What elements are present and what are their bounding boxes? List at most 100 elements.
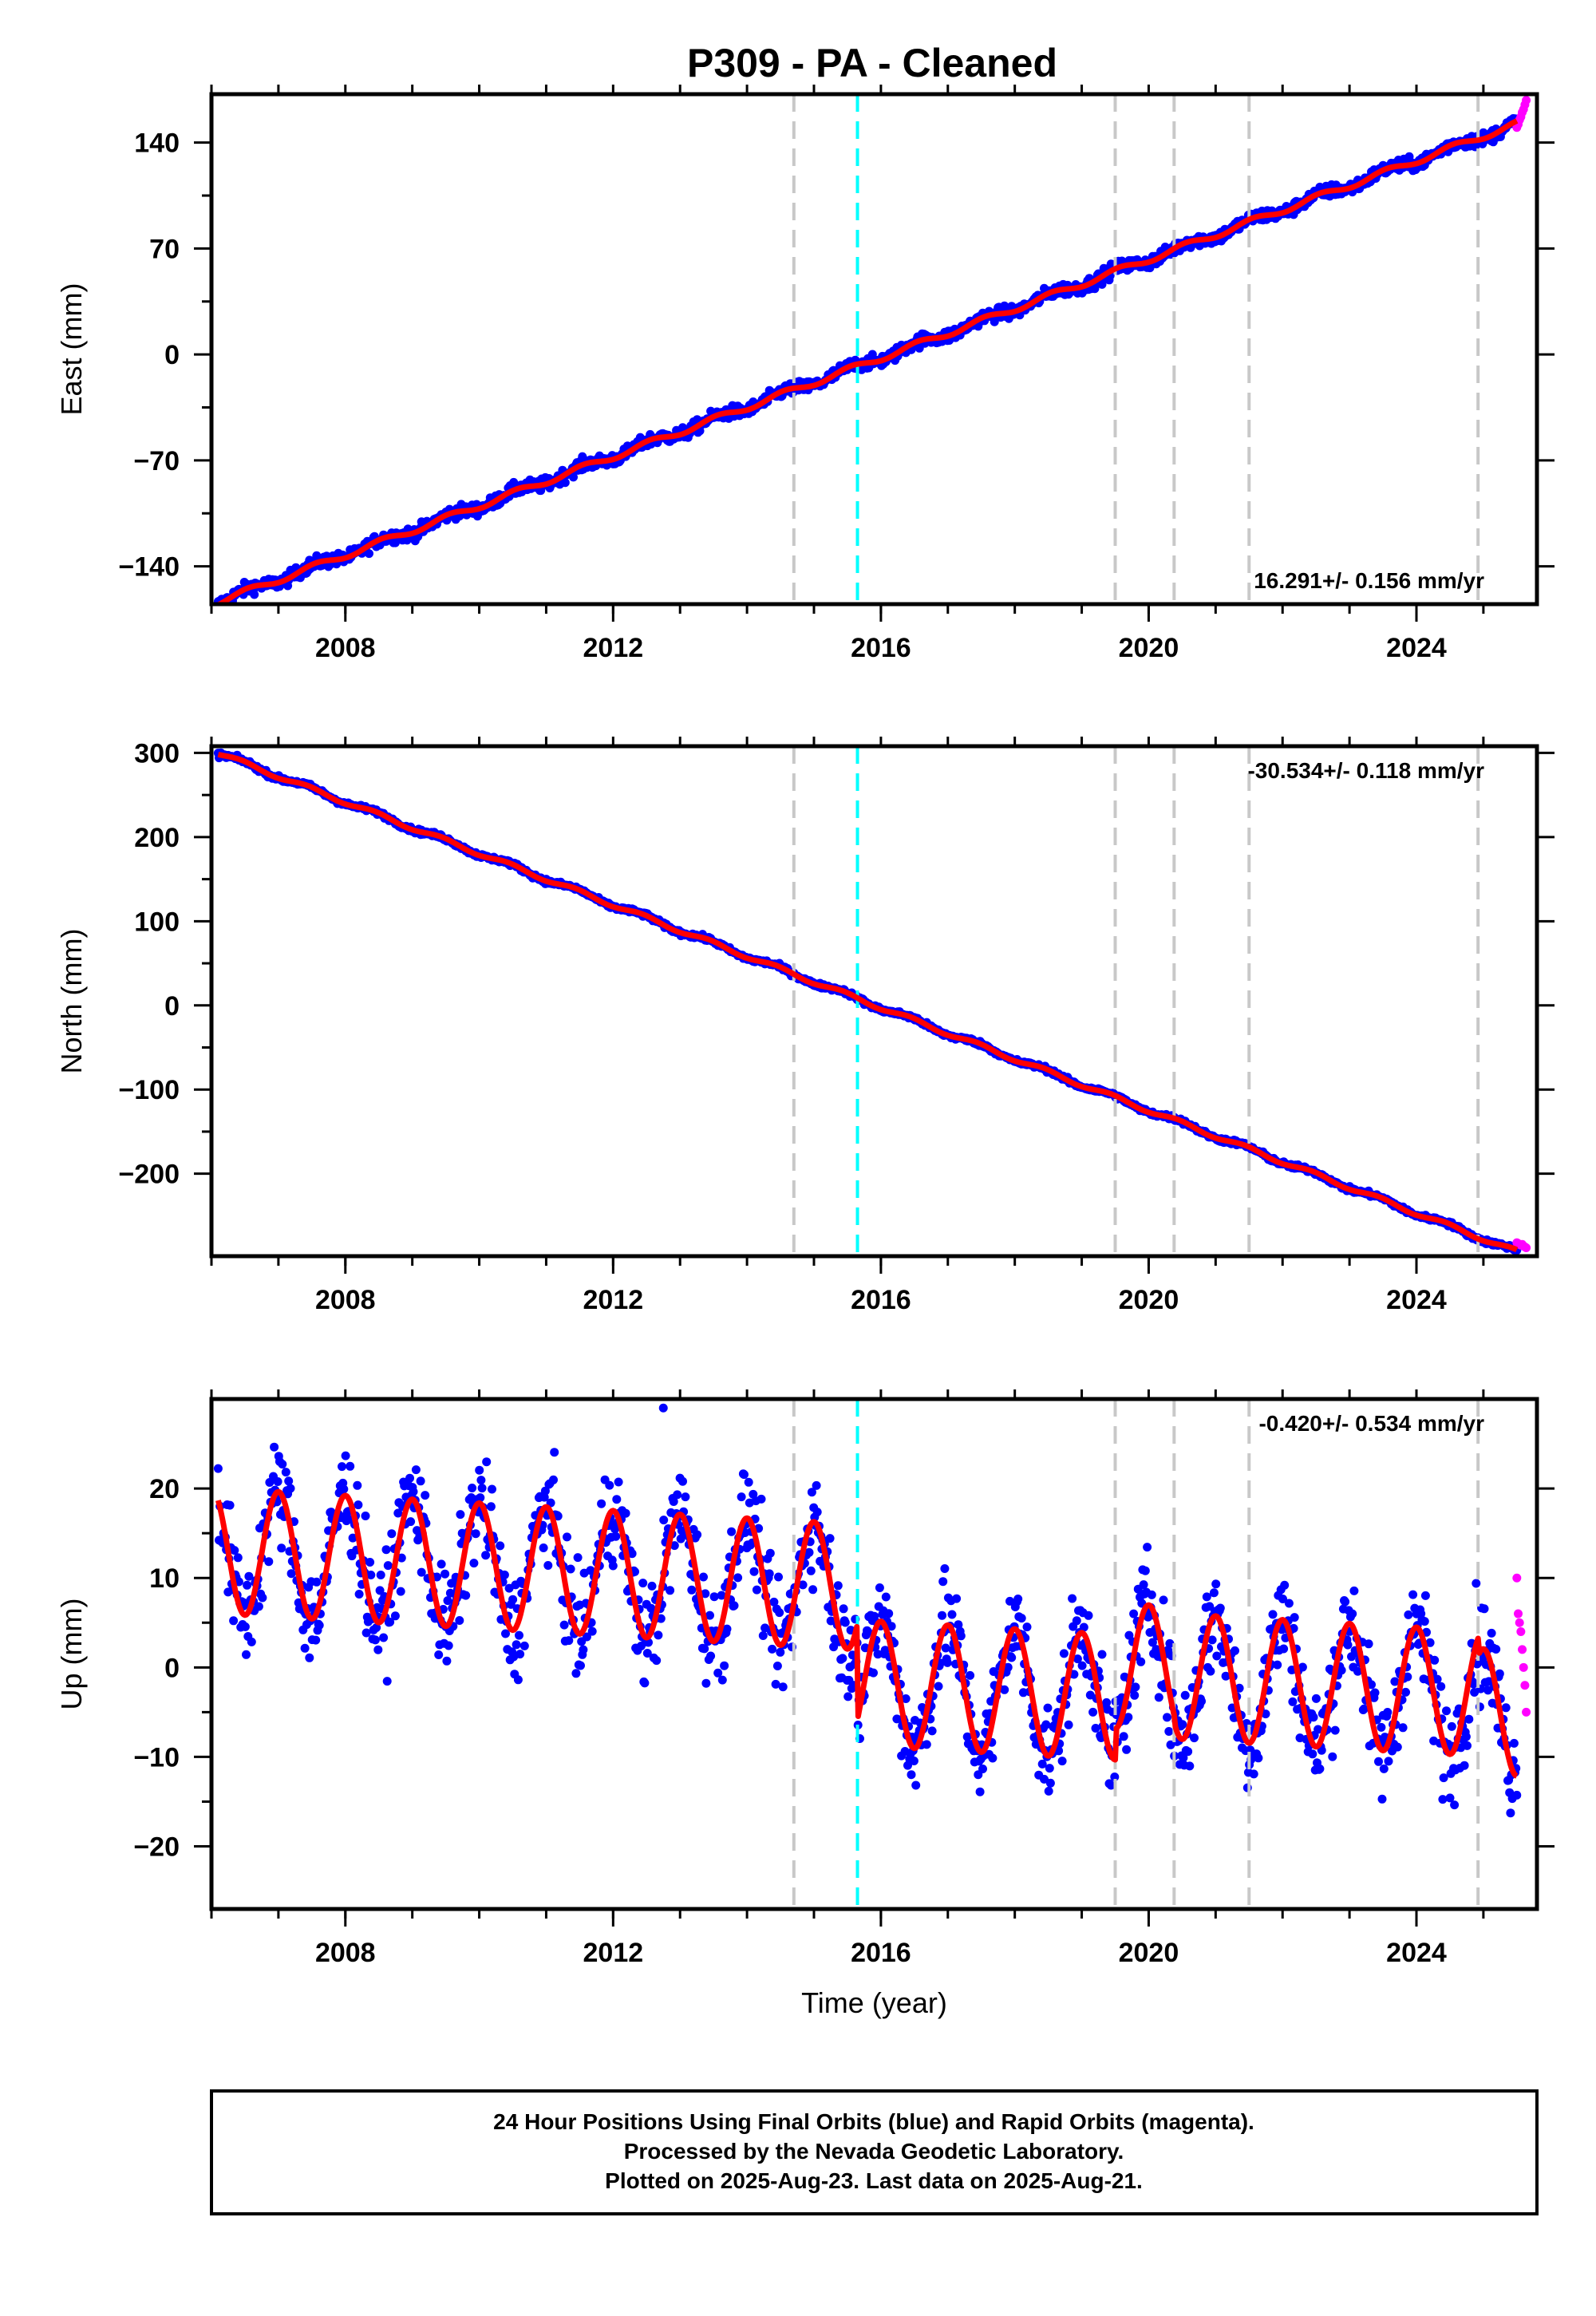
- plot-area: [213, 1399, 1531, 1909]
- rapid-point: [1512, 1573, 1522, 1583]
- data-point: [444, 1641, 453, 1650]
- data-point: [938, 1611, 946, 1620]
- data-point: [909, 1757, 918, 1765]
- y-tick-label: 200: [134, 823, 180, 853]
- data-point: [806, 1566, 816, 1575]
- data-point: [808, 1585, 818, 1595]
- data-point: [1463, 1741, 1472, 1750]
- x-tick-label: 2024: [1386, 633, 1447, 663]
- data-point: [1280, 1580, 1290, 1590]
- data-point: [1370, 1688, 1380, 1697]
- data-point: [488, 1484, 496, 1494]
- data-point: [273, 1477, 282, 1486]
- data-point: [508, 1595, 518, 1604]
- data-point: [812, 1480, 821, 1490]
- data-point: [254, 1602, 263, 1611]
- data-point: [373, 1645, 383, 1654]
- data-point: [1461, 1732, 1471, 1741]
- data-point: [812, 1508, 822, 1517]
- data-point: [1379, 1764, 1389, 1773]
- data-point: [833, 1581, 843, 1591]
- data-point: [247, 1637, 256, 1646]
- rapid-point: [1518, 1645, 1527, 1654]
- y-tick-label: 20: [149, 1474, 180, 1504]
- data-point: [1197, 1697, 1206, 1706]
- data-point: [519, 1641, 529, 1650]
- data-point: [611, 1531, 621, 1541]
- data-point: [673, 1490, 682, 1500]
- outlier-point: [658, 1403, 668, 1413]
- data-point: [469, 1559, 479, 1568]
- data-point: [305, 1653, 314, 1662]
- data-point: [978, 1765, 987, 1773]
- data-point: [242, 1650, 251, 1659]
- data-point: [409, 1487, 418, 1496]
- data-point: [281, 1468, 290, 1477]
- data-point: [838, 1654, 847, 1663]
- data-point: [571, 1669, 581, 1678]
- x-tick-label: 2008: [315, 633, 376, 663]
- data-point: [1512, 1790, 1522, 1800]
- rapid-point: [1520, 1681, 1530, 1690]
- data-point: [587, 1626, 597, 1636]
- y-tick-label: 0: [164, 1653, 180, 1683]
- data-point: [1159, 1595, 1168, 1605]
- y-tick-label: 300: [134, 738, 180, 769]
- data-point: [1311, 1694, 1321, 1703]
- y-tick-label: −200: [118, 1160, 180, 1190]
- data-point: [1097, 279, 1107, 289]
- data-point: [720, 1661, 729, 1670]
- data-point: [1328, 1752, 1337, 1761]
- data-point: [1438, 1795, 1448, 1804]
- data-point: [579, 1645, 588, 1654]
- data-point: [1045, 1764, 1054, 1773]
- plot-area: [213, 746, 1531, 1256]
- data-point: [1249, 1769, 1258, 1779]
- data-point: [942, 1658, 952, 1667]
- x-axis-label: Time (year): [801, 1986, 947, 2019]
- data-point: [956, 1631, 966, 1641]
- rapid-point: [1522, 1707, 1531, 1717]
- panel-north: 2008 2012 2016 2020 2024 −200 −100 0 100 200 300 No…: [55, 737, 1555, 1315]
- velocity-label: -0.420+/- 0.534 mm/yr: [1258, 1411, 1484, 1436]
- data-point: [550, 1448, 559, 1457]
- chart-title: P309 - PA - Cleaned: [687, 41, 1057, 85]
- data-point: [1377, 1722, 1386, 1732]
- data-point: [1131, 1682, 1140, 1692]
- data-point: [768, 1644, 777, 1654]
- data-point: [1140, 1566, 1150, 1575]
- data-point: [1472, 1579, 1481, 1588]
- data-point: [1064, 1720, 1073, 1729]
- data-point: [947, 1610, 957, 1619]
- data-point: [456, 1510, 465, 1520]
- data-point: [354, 1590, 364, 1599]
- x-tick-label: 2016: [851, 1285, 911, 1315]
- data-point: [825, 1534, 835, 1543]
- data-point: [699, 1572, 708, 1582]
- y-tick-label: 10: [149, 1563, 180, 1594]
- data-point: [1180, 1690, 1190, 1700]
- y-tick-label: −70: [133, 446, 180, 476]
- data-point: [1450, 1800, 1460, 1810]
- data-point: [576, 1661, 585, 1670]
- data-point: [471, 1529, 480, 1539]
- data-point: [284, 1476, 294, 1486]
- x-tick-label: 2012: [583, 1938, 644, 1968]
- data-point: [250, 590, 259, 599]
- data-point: [1343, 1640, 1353, 1650]
- data-point: [1393, 1742, 1402, 1752]
- data-point: [1190, 1733, 1199, 1743]
- data-point: [539, 1543, 548, 1552]
- rapid-orbit-points: [1512, 1573, 1531, 1717]
- data-point: [1479, 1604, 1489, 1614]
- data-point: [1043, 1703, 1053, 1713]
- data-point: [1330, 1725, 1340, 1735]
- data-point: [1154, 1693, 1163, 1702]
- data-point: [379, 1633, 389, 1642]
- data-point: [1398, 1723, 1408, 1733]
- data-point: [312, 1577, 322, 1587]
- data-point: [573, 1553, 583, 1563]
- data-point: [1215, 1603, 1225, 1613]
- model-fit-line: [216, 118, 1519, 604]
